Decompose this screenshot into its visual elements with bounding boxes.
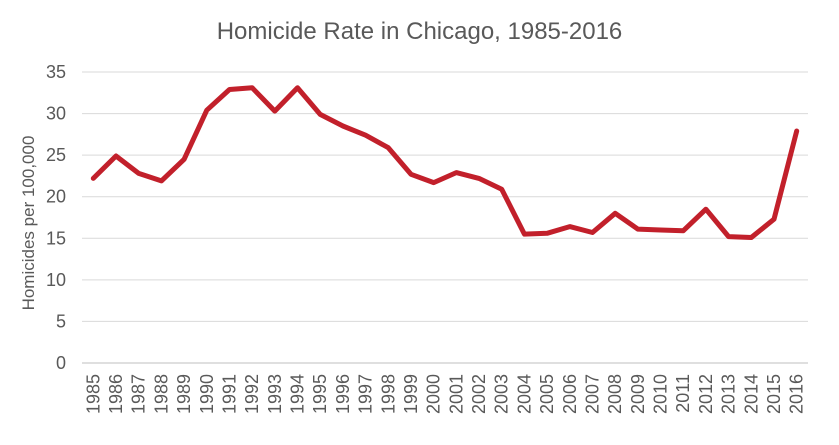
- x-tick-label: 2009: [628, 374, 648, 414]
- y-tick-label: 25: [46, 145, 66, 165]
- y-tick-label: 5: [56, 311, 66, 331]
- x-tick-label: 2007: [582, 374, 602, 414]
- x-tick-label: 2010: [651, 374, 671, 414]
- x-tick-label: 1988: [151, 374, 171, 414]
- x-tick-label: 1997: [356, 374, 376, 414]
- x-tick-label: 2001: [446, 374, 466, 414]
- chart-title: Homicide Rate in Chicago, 1985-2016: [216, 18, 623, 45]
- x-tick-label: 2013: [719, 374, 739, 414]
- y-tick-label: 20: [46, 187, 66, 207]
- x-tick-label: 1994: [288, 374, 308, 414]
- x-tick-label: 1995: [310, 374, 330, 414]
- x-tick-label: 2000: [424, 374, 444, 414]
- x-tick-label: 2012: [696, 374, 716, 414]
- y-tick-label: 30: [46, 104, 66, 124]
- x-tick-label: 1989: [174, 374, 194, 414]
- x-tick-label: 1990: [197, 374, 217, 414]
- data-line-series: [90, 85, 800, 240]
- x-tick-label: 1996: [333, 374, 353, 414]
- x-tick-label: 1999: [401, 374, 421, 414]
- x-tick-label: 2011: [673, 374, 693, 413]
- x-tick-label: 2016: [787, 374, 807, 414]
- x-tick-label: 1991: [219, 374, 239, 414]
- x-tick-label: 1985: [83, 374, 103, 414]
- x-tick-label: 1986: [106, 374, 126, 414]
- x-tick-label: 2006: [560, 374, 580, 414]
- x-tick-label: 1987: [129, 374, 149, 414]
- x-tick-label: 1992: [242, 374, 262, 414]
- y-tick-label: 0: [56, 353, 66, 373]
- x-tick-label: 2008: [605, 374, 625, 414]
- x-tick-label: 2004: [514, 374, 534, 414]
- x-tick-label: 2014: [741, 374, 761, 414]
- y-tick-label: 35: [46, 62, 66, 82]
- y-tick-label: 15: [46, 228, 66, 248]
- x-tick-label: 1998: [378, 374, 398, 414]
- x-tick-label: 1993: [265, 374, 285, 414]
- x-tick-label: 2005: [537, 374, 557, 414]
- x-tick-label: 2015: [764, 374, 784, 414]
- x-tick-label: 2003: [492, 374, 512, 414]
- x-tick-label: 2002: [469, 374, 489, 414]
- y-tick-label: 10: [46, 270, 66, 290]
